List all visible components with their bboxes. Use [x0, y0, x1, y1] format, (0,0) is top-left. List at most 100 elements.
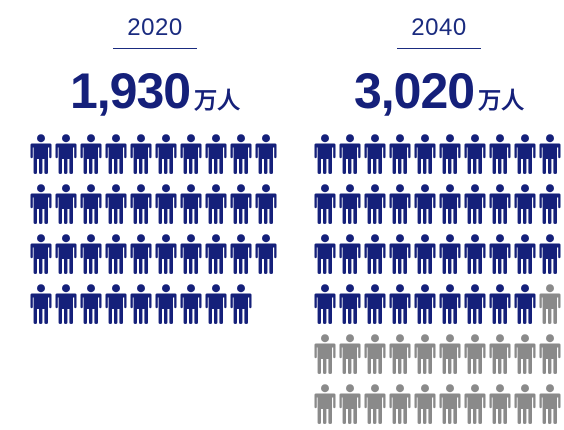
person-icon — [55, 184, 77, 224]
person-icon — [230, 134, 252, 174]
person-icon — [180, 284, 202, 324]
person-icon — [489, 134, 511, 174]
person-icon — [155, 184, 177, 224]
person-icon — [339, 234, 361, 274]
person-icon-gray — [489, 384, 511, 424]
person-icon — [105, 234, 127, 274]
person-icon — [439, 184, 461, 224]
person-icon — [414, 134, 436, 174]
person-icon-gray — [539, 334, 561, 374]
person-icon — [30, 184, 52, 224]
person-icon — [364, 284, 386, 324]
person-icon-gray — [514, 334, 536, 374]
person-icon — [55, 234, 77, 274]
person-icon — [130, 234, 152, 274]
person-icon-gray — [464, 384, 486, 424]
person-icon — [180, 184, 202, 224]
person-icon — [489, 234, 511, 274]
person-icon-gray — [489, 334, 511, 374]
person-icon-gray — [414, 384, 436, 424]
person-icon — [539, 184, 561, 224]
person-icon — [180, 134, 202, 174]
panel-2020: 2020 1,930 万人 — [30, 0, 280, 430]
person-icon — [364, 184, 386, 224]
person-icon-gray — [539, 384, 561, 424]
person-icon — [464, 134, 486, 174]
person-icon — [255, 184, 277, 224]
person-icon-gray — [514, 384, 536, 424]
total-2020: 1,930 万人 — [30, 62, 280, 120]
person-icon-gray — [539, 284, 561, 324]
year-label-2020: 2020 — [127, 14, 183, 41]
person-icon — [80, 134, 102, 174]
person-icon — [205, 234, 227, 274]
person-icon — [80, 284, 102, 324]
person-icon — [130, 284, 152, 324]
person-icon — [230, 284, 252, 324]
person-icon — [314, 184, 336, 224]
person-icon — [464, 284, 486, 324]
person-icon — [389, 284, 411, 324]
pictogram-grid-2040 — [314, 134, 564, 430]
person-icon-gray — [464, 334, 486, 374]
person-icon — [155, 284, 177, 324]
year-underline-2020 — [113, 48, 197, 49]
person-icon-gray — [339, 334, 361, 374]
person-icon-gray — [414, 334, 436, 374]
person-icon — [155, 134, 177, 174]
person-icon — [439, 134, 461, 174]
person-icon — [205, 184, 227, 224]
person-icon — [514, 284, 536, 324]
person-icon — [205, 134, 227, 174]
person-icon-gray — [314, 384, 336, 424]
person-icon — [105, 284, 127, 324]
person-icon — [314, 234, 336, 274]
person-icon — [414, 284, 436, 324]
panel-2040: 2040 3,020 万人 — [314, 0, 564, 430]
person-icon — [339, 284, 361, 324]
person-icon-gray — [439, 384, 461, 424]
person-icon — [414, 234, 436, 274]
person-icon — [255, 234, 277, 274]
person-icon-gray — [389, 334, 411, 374]
person-icon — [314, 134, 336, 174]
person-icon — [489, 284, 511, 324]
person-icon — [80, 234, 102, 274]
person-icon — [230, 184, 252, 224]
year-label-2040: 2040 — [411, 14, 467, 41]
total-unit-2040: 万人 — [478, 87, 525, 113]
person-icon — [155, 234, 177, 274]
person-icon — [339, 184, 361, 224]
pictogram-grid-2020 — [30, 134, 280, 430]
person-icon-gray — [439, 334, 461, 374]
total-value-2040: 3,020 — [353, 63, 475, 119]
person-icon — [130, 184, 152, 224]
person-icon — [130, 134, 152, 174]
person-icon — [539, 234, 561, 274]
person-icon — [439, 234, 461, 274]
person-icon — [205, 284, 227, 324]
person-icon — [180, 234, 202, 274]
person-icon — [514, 184, 536, 224]
person-icon — [30, 234, 52, 274]
person-icon — [514, 134, 536, 174]
person-icon — [105, 184, 127, 224]
person-icon — [105, 134, 127, 174]
person-icon — [464, 234, 486, 274]
person-icon-gray — [364, 384, 386, 424]
person-icon — [339, 134, 361, 174]
person-icon — [439, 284, 461, 324]
person-icon — [414, 184, 436, 224]
person-icon — [364, 134, 386, 174]
total-value-2020: 1,930 — [69, 63, 191, 119]
person-icon — [30, 284, 52, 324]
total-unit-2020: 万人 — [194, 87, 241, 113]
person-icon — [80, 184, 102, 224]
person-icon — [314, 284, 336, 324]
person-icon — [389, 234, 411, 274]
total-2040: 3,020 万人 — [314, 62, 564, 120]
person-icon — [464, 184, 486, 224]
person-icon — [514, 234, 536, 274]
person-icon-gray — [364, 334, 386, 374]
person-icon — [489, 184, 511, 224]
